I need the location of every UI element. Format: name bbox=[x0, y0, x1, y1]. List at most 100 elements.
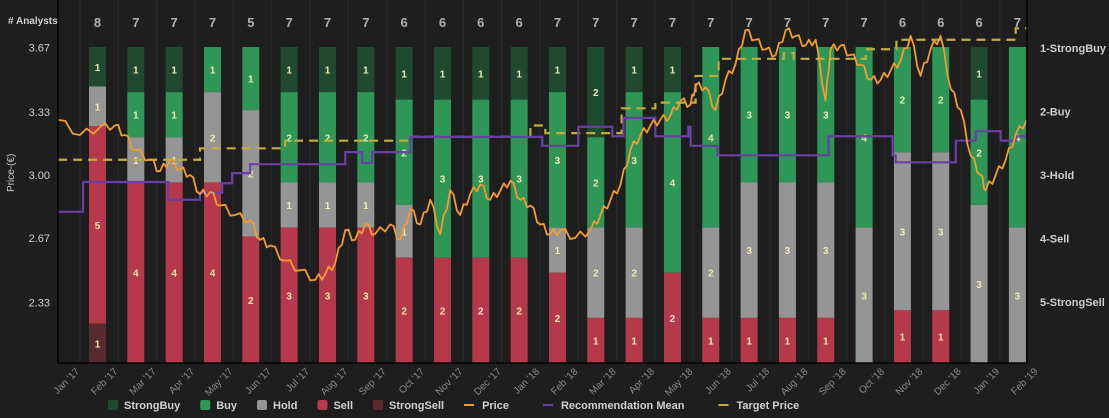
bar-stack: 1 3 2 bbox=[472, 47, 490, 363]
bar-segment-strongbuy bbox=[472, 47, 490, 100]
bar-segment-strongbuy bbox=[127, 47, 145, 93]
bar-segment-label: 4 bbox=[133, 269, 139, 280]
legend-item-target-price: Target Price bbox=[718, 400, 799, 412]
bar-segment-sell bbox=[740, 317, 758, 363]
analyst-count: 6 bbox=[401, 15, 408, 30]
y-left-tick-label: 3.33 bbox=[29, 107, 50, 119]
analyst-count: 7 bbox=[631, 15, 638, 30]
bar-segment-label: 2 bbox=[210, 133, 216, 144]
bar-segment-label: 3 bbox=[746, 246, 752, 257]
bar-segment-label: 3 bbox=[823, 111, 829, 122]
target-price-line bbox=[58, 27, 1027, 161]
bar-segment-label: 1 bbox=[478, 69, 484, 80]
bar-segment-sell bbox=[433, 257, 451, 363]
bar-segment-label: 1 bbox=[133, 156, 139, 167]
bar-segment-label: 1 bbox=[823, 336, 829, 347]
bar-segment-sell bbox=[817, 317, 835, 363]
bar-segment-label: 1 bbox=[133, 66, 139, 77]
bar-segment-hold bbox=[89, 86, 106, 126]
bar-segment-label: 1 bbox=[516, 69, 522, 80]
bar-stack: 1 3 2 bbox=[510, 47, 528, 363]
bar-stack: 1 2 1 3 bbox=[357, 47, 375, 363]
bar-segment-label: 3 bbox=[823, 246, 829, 257]
legend-label: StrongBuy bbox=[124, 400, 181, 412]
bar-segment-label: 2 bbox=[593, 88, 599, 99]
bar-segment-label: 1 bbox=[210, 66, 216, 77]
bar-stack: 2 3 1 bbox=[893, 47, 911, 363]
bar-segment-label: 4 bbox=[210, 269, 216, 280]
analyst-count: 7 bbox=[592, 15, 599, 30]
analyst-count: 7 bbox=[745, 15, 752, 30]
analyst-count: 7 bbox=[171, 15, 178, 30]
bar-segment-buy bbox=[203, 47, 221, 93]
bar-segment-strongbuy bbox=[165, 47, 183, 93]
analysts-count-header: # Analysts bbox=[8, 16, 58, 27]
bar-segment-hold bbox=[855, 227, 873, 363]
bar-segment-label: 1 bbox=[785, 336, 791, 347]
legend-swatch bbox=[317, 400, 328, 410]
bar-segment-label: 1 bbox=[746, 336, 752, 347]
bar-stack: 1 2 1 3 bbox=[318, 47, 336, 363]
bar-segment-strongbuy bbox=[280, 47, 298, 93]
bar-segment-buy bbox=[702, 47, 720, 228]
bar-segment-buy bbox=[548, 92, 566, 228]
analyst-count: 7 bbox=[362, 15, 369, 30]
legend-label: Price bbox=[482, 400, 509, 412]
bar-segment-strongbuy bbox=[587, 47, 605, 138]
bar-segment-label: 2 bbox=[670, 314, 676, 325]
bar-segment-strongbuy bbox=[625, 47, 643, 93]
y-left-tick-label: 3.00 bbox=[29, 170, 50, 182]
bar-segment-strongbuy bbox=[433, 47, 451, 100]
bar-segment-label: 1 bbox=[171, 111, 177, 122]
legend-item-hold: Hold bbox=[257, 400, 297, 412]
bar-segment-label: 2 bbox=[440, 306, 446, 317]
bar-segment-buy bbox=[893, 47, 911, 153]
bar-stack: 2 2 2 1 bbox=[587, 47, 605, 363]
bar-segment-label: 2 bbox=[401, 306, 407, 317]
analyst-count: 6 bbox=[937, 15, 944, 30]
analyst-count: 6 bbox=[477, 15, 484, 30]
price-line bbox=[57, 27, 1028, 282]
bar-segment-label: 1 bbox=[976, 69, 982, 80]
left-axis-title: Price-(€) bbox=[6, 154, 17, 192]
bar-segment-label: 2 bbox=[900, 96, 906, 107]
analyst-count: 7 bbox=[822, 15, 829, 30]
bar-segment-hold bbox=[318, 182, 336, 228]
bar-segment-label: 3 bbox=[900, 227, 906, 238]
bar-segment-hold bbox=[1008, 227, 1026, 363]
bar-segment-label: 1 bbox=[286, 66, 292, 77]
bar-stack: 43 bbox=[1008, 47, 1026, 363]
analyst-count: 7 bbox=[324, 15, 331, 30]
bar-segment-strongbuy bbox=[663, 47, 681, 93]
bar-segment-label: 3 bbox=[440, 175, 446, 186]
bar-segment-sell bbox=[932, 310, 950, 363]
bar-segment-buy bbox=[433, 99, 451, 258]
bar-segment-buy bbox=[472, 99, 490, 258]
bar-segment-label: 3 bbox=[1015, 291, 1021, 302]
analyst-count: 7 bbox=[554, 15, 561, 30]
bar-segment-sell bbox=[510, 257, 528, 363]
bar-stack: 1 4 2 bbox=[663, 47, 681, 363]
gridlines bbox=[79, 0, 1001, 363]
bar-segment-label: 1 bbox=[401, 69, 407, 80]
bar-segment-label: 2 bbox=[248, 169, 254, 180]
bar-segment-label: 1 bbox=[440, 69, 446, 80]
bar-stack: 2 3 1 bbox=[932, 47, 950, 363]
legend-swatch bbox=[200, 400, 211, 410]
legend-swatch bbox=[108, 400, 118, 410]
bar-segment-label: 2 bbox=[478, 306, 484, 317]
bar-segment-buy bbox=[127, 92, 145, 138]
bar-segment-sell bbox=[318, 227, 336, 363]
y-right-tick-label: 4-Sell bbox=[1040, 234, 1069, 246]
bar-segment-sell bbox=[893, 310, 911, 363]
bar-segment-label: 1 bbox=[670, 66, 676, 77]
legend-label: Recommendation Mean bbox=[561, 400, 685, 412]
bar-segment-sell bbox=[395, 257, 413, 363]
bar-segment-buy bbox=[280, 92, 298, 183]
bar-segment-sell bbox=[625, 317, 643, 363]
bar-stack: 4 2 1 bbox=[702, 47, 720, 363]
bar-segment-buy bbox=[932, 47, 950, 153]
